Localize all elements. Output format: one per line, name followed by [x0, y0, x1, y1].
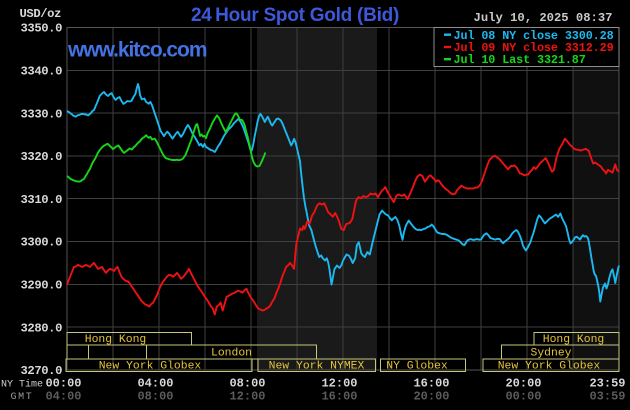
svg-text:Sydney: Sydney: [530, 347, 571, 359]
svg-text:USD/oz: USD/oz: [20, 7, 62, 21]
svg-text:New York Globex: New York Globex: [498, 360, 601, 372]
svg-text:3280.0: 3280.0: [21, 321, 63, 335]
svg-text:3340.0: 3340.0: [21, 65, 63, 79]
svg-text:Hong Kong: Hong Kong: [543, 334, 605, 346]
svg-text:3290.0: 3290.0: [21, 279, 63, 293]
svg-text:20:00: 20:00: [505, 377, 541, 391]
svg-text:12:00: 12:00: [321, 377, 357, 391]
svg-text:3330.0: 3330.0: [21, 107, 63, 121]
svg-text:3270.0: 3270.0: [21, 364, 63, 378]
svg-text:3320.0: 3320.0: [21, 150, 63, 164]
svg-text:12:00: 12:00: [229, 390, 265, 404]
svg-text:04:00: 04:00: [137, 377, 173, 391]
svg-text:23:59: 23:59: [589, 377, 625, 391]
svg-text:16:00: 16:00: [413, 377, 449, 391]
svg-text:New York NYMEX: New York NYMEX: [269, 360, 365, 372]
svg-text:www.kitco.com: www.kitco.com: [67, 39, 207, 62]
svg-text:04:00: 04:00: [45, 390, 81, 404]
svg-text:00:00: 00:00: [45, 377, 81, 391]
svg-text:24 Hour Spot Gold (Bid): 24 Hour Spot Gold (Bid): [191, 5, 399, 26]
svg-text:July 10, 2025 08:37: July 10, 2025 08:37: [474, 11, 613, 25]
svg-text:London: London: [211, 347, 252, 359]
svg-text:16:00: 16:00: [321, 390, 357, 404]
svg-text:Hong Kong: Hong Kong: [85, 334, 147, 346]
svg-text:GMT: GMT: [11, 392, 34, 403]
svg-text:3300.0: 3300.0: [21, 236, 63, 250]
svg-text:20:00: 20:00: [413, 390, 449, 404]
svg-text:NY Time: NY Time: [1, 378, 43, 390]
svg-text:Jul 10 Last 3321.87: Jul 10 Last 3321.87: [454, 53, 586, 67]
svg-text:03:59: 03:59: [589, 390, 625, 404]
svg-text:NY Globex: NY Globex: [386, 360, 448, 372]
svg-text:08:00: 08:00: [137, 390, 173, 404]
svg-text:00:00: 00:00: [505, 390, 541, 404]
svg-text:Jul 09 NY close 3312.29: Jul 09 NY close 3312.29: [454, 41, 614, 55]
svg-text:Jul 08 NY close 3300.28: Jul 08 NY close 3300.28: [454, 29, 614, 43]
svg-text:08:00: 08:00: [229, 377, 265, 391]
svg-text:3350.0: 3350.0: [21, 22, 63, 36]
svg-text:New York Globex: New York Globex: [99, 360, 202, 372]
svg-text:3310.0: 3310.0: [21, 193, 63, 207]
